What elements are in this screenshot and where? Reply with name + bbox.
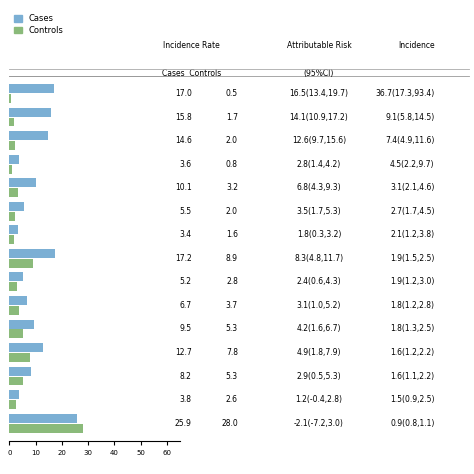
Text: 1.7: 1.7: [226, 112, 238, 121]
Text: 1.5(0.9,2.5): 1.5(0.9,2.5): [390, 395, 435, 404]
Bar: [9, 155, 19, 164]
Text: 4.5(2.2,9.7): 4.5(2.2,9.7): [390, 160, 435, 169]
Text: Incidence Rate: Incidence Rate: [164, 41, 220, 50]
Text: 0.5: 0.5: [226, 89, 238, 98]
Text: 2.8(1.4,4.2): 2.8(1.4,4.2): [297, 160, 341, 169]
Text: 2.0: 2.0: [226, 136, 238, 145]
Bar: [9, 94, 11, 103]
Text: 17.2: 17.2: [175, 254, 191, 263]
Text: 3.4: 3.4: [180, 230, 191, 239]
Bar: [9, 131, 48, 140]
Text: 3.5(1.7,5.3): 3.5(1.7,5.3): [297, 207, 341, 216]
Text: -2.1(-7.2,3.0): -2.1(-7.2,3.0): [294, 419, 344, 428]
Text: 8.2: 8.2: [180, 372, 191, 381]
Text: 1.8(0.3,3.2): 1.8(0.3,3.2): [297, 230, 341, 239]
Bar: [9, 414, 77, 423]
Bar: [9, 343, 43, 352]
Text: 1.6: 1.6: [226, 230, 238, 239]
Text: 1.9(1.2,3.0): 1.9(1.2,3.0): [390, 277, 435, 286]
Text: 14.6: 14.6: [175, 136, 191, 145]
Text: 10.1: 10.1: [175, 183, 191, 192]
Text: 6.7: 6.7: [180, 301, 191, 310]
Bar: [9, 306, 19, 315]
Text: 12.6(9.7,15.6): 12.6(9.7,15.6): [292, 136, 346, 145]
Text: 16.5(13.4,19.7): 16.5(13.4,19.7): [290, 89, 348, 98]
Text: 1.9(1.5,2.5): 1.9(1.5,2.5): [390, 254, 435, 263]
Text: 4.9(1.8,7.9): 4.9(1.8,7.9): [297, 348, 341, 357]
Text: 1.6(1.2,2.2): 1.6(1.2,2.2): [391, 348, 435, 357]
Bar: [9, 390, 19, 399]
Text: 5.5: 5.5: [180, 207, 191, 216]
Bar: [9, 118, 14, 127]
Text: 12.7: 12.7: [175, 348, 191, 357]
Bar: [9, 212, 15, 221]
Bar: [9, 283, 17, 292]
Text: 4.2(1.6,6.7): 4.2(1.6,6.7): [297, 325, 341, 334]
Text: 2.9(0.5,5.3): 2.9(0.5,5.3): [297, 372, 341, 381]
Text: 0.9(0.8,1.1): 0.9(0.8,1.1): [390, 419, 435, 428]
Text: 1.2(-0.4,2.8): 1.2(-0.4,2.8): [295, 395, 342, 404]
Text: 3.1(2.1,4.6): 3.1(2.1,4.6): [390, 183, 435, 192]
Text: Incidence: Incidence: [398, 41, 435, 50]
Text: 3.6: 3.6: [180, 160, 191, 169]
Bar: [9, 188, 18, 197]
Bar: [9, 376, 23, 385]
Bar: [9, 225, 18, 234]
Text: 3.1(1.0,5.2): 3.1(1.0,5.2): [297, 301, 341, 310]
Bar: [9, 329, 23, 338]
Text: 7.4(4.9,11.6): 7.4(4.9,11.6): [385, 136, 435, 145]
Bar: [9, 273, 23, 282]
Text: 15.8: 15.8: [175, 112, 191, 121]
Text: 6.8(4.3,9.3): 6.8(4.3,9.3): [297, 183, 341, 192]
Text: 0.8: 0.8: [226, 160, 238, 169]
Text: 2.0: 2.0: [226, 207, 238, 216]
Text: 9.5: 9.5: [180, 325, 191, 334]
Text: 7.8: 7.8: [226, 348, 238, 357]
Bar: [9, 249, 55, 258]
Bar: [9, 319, 35, 328]
Text: 25.9: 25.9: [175, 419, 191, 428]
Text: 8.9: 8.9: [226, 254, 238, 263]
Text: 2.6: 2.6: [226, 395, 238, 404]
Text: 2.4(0.6,4.3): 2.4(0.6,4.3): [297, 277, 341, 286]
Bar: [9, 84, 54, 93]
Text: 17.0: 17.0: [175, 89, 191, 98]
Text: Cases  Controls: Cases Controls: [162, 69, 221, 78]
Bar: [9, 141, 15, 150]
Bar: [9, 353, 30, 362]
Bar: [9, 108, 51, 117]
Legend: Cases, Controls: Cases, Controls: [14, 14, 64, 35]
Text: 3.2: 3.2: [226, 183, 238, 192]
Bar: [9, 296, 27, 305]
Text: 3.8: 3.8: [180, 395, 191, 404]
Text: 36.7(17.3,93.4): 36.7(17.3,93.4): [375, 89, 435, 98]
Bar: [9, 259, 33, 268]
Bar: [9, 164, 11, 173]
Text: 5.3: 5.3: [226, 372, 238, 381]
Text: (95%CI): (95%CI): [304, 69, 334, 78]
Text: 2.1(1.2,3.8): 2.1(1.2,3.8): [391, 230, 435, 239]
Text: 2.7(1.7,4.5): 2.7(1.7,4.5): [390, 207, 435, 216]
Bar: [9, 424, 83, 433]
Bar: [9, 400, 16, 409]
Text: 5.2: 5.2: [180, 277, 191, 286]
Bar: [9, 367, 31, 375]
Bar: [9, 235, 14, 244]
Text: 9.1(5.8,14.5): 9.1(5.8,14.5): [385, 112, 435, 121]
Text: 1.6(1.1,2.2): 1.6(1.1,2.2): [391, 372, 435, 381]
Text: 1.8(1.2,2.8): 1.8(1.2,2.8): [391, 301, 435, 310]
Bar: [9, 202, 24, 211]
Text: Attributable Risk: Attributable Risk: [286, 41, 351, 50]
Text: 2.8: 2.8: [226, 277, 238, 286]
Text: 28.0: 28.0: [221, 419, 238, 428]
Text: 3.7: 3.7: [226, 301, 238, 310]
Bar: [9, 178, 36, 187]
Text: 5.3: 5.3: [226, 325, 238, 334]
Text: 1.8(1.3,2.5): 1.8(1.3,2.5): [390, 325, 435, 334]
Text: 8.3(4.8,11.7): 8.3(4.8,11.7): [294, 254, 344, 263]
Text: 14.1(10.9,17.2): 14.1(10.9,17.2): [290, 112, 348, 121]
